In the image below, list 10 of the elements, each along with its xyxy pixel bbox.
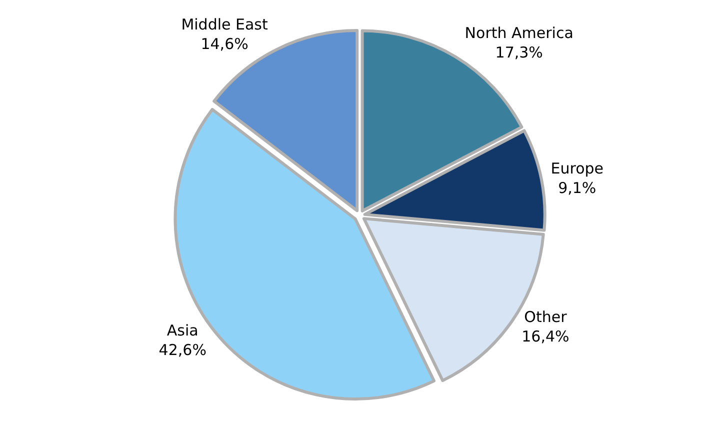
slice-label: North America	[464, 24, 574, 42]
slice-label: Europe	[550, 160, 604, 178]
data-label: 17,3%	[495, 44, 543, 62]
slice-label: Other	[524, 308, 568, 326]
data-label: 14,6%	[200, 34, 248, 53]
slice-label: Asia	[166, 322, 198, 340]
slice-label: Middle East	[181, 15, 268, 34]
data-label: 9,1%	[558, 179, 596, 198]
data-label: 42,6%	[158, 341, 206, 360]
data-label: 16,4%	[522, 328, 570, 346]
